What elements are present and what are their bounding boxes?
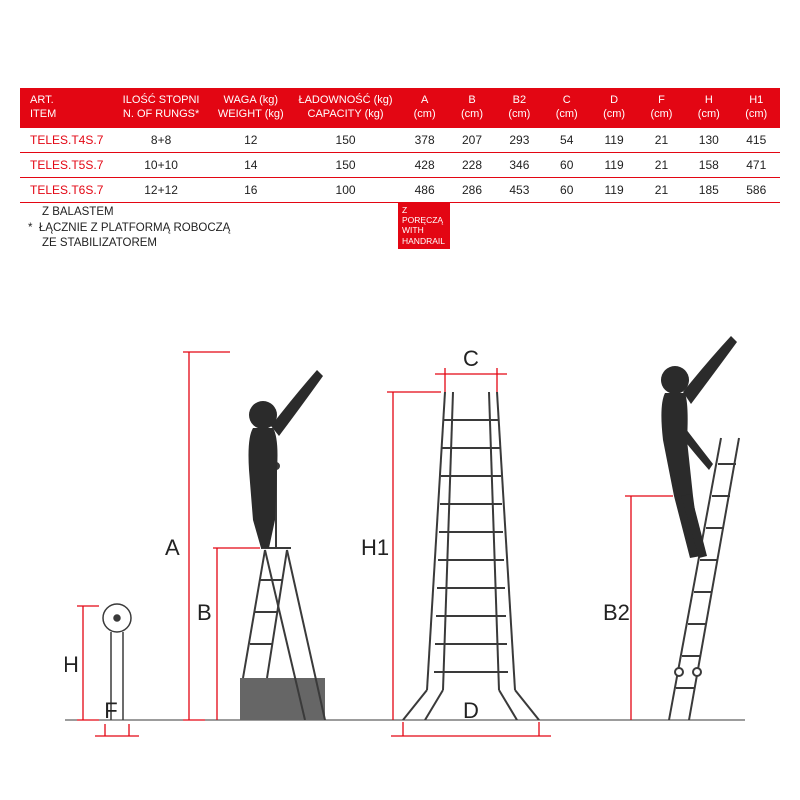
cell-cap: 150 [290, 128, 401, 153]
cell-H: 185 [685, 177, 732, 202]
cell-A: 428 [401, 152, 448, 177]
dimension-diagram: H F A [65, 320, 745, 740]
handrail-badge: Z PORĘCZĄ WITH HANDRAIL [398, 202, 450, 249]
cell-cap: 150 [290, 152, 401, 177]
label-B2: B2 [603, 600, 630, 625]
cell-wt: 16 [211, 177, 290, 202]
col-header: B(cm) [448, 88, 495, 128]
table-row: TELES.T4S.78+812150378207293541192113041… [20, 128, 780, 153]
footnote-1: Z BALASTEM [28, 205, 230, 221]
cell-item: TELES.T4S.7 [20, 128, 111, 153]
person-2-icon [661, 336, 737, 558]
cell-B: 207 [448, 128, 495, 153]
cell-C: 60 [543, 152, 590, 177]
diagram-svg: H F A [65, 320, 745, 740]
label-B: B [197, 600, 212, 625]
cell-D: 119 [590, 177, 637, 202]
cell-B: 286 [448, 177, 495, 202]
person-1-icon [249, 370, 324, 548]
cell-F: 21 [638, 128, 685, 153]
cell-A: 486 [401, 177, 448, 202]
cell-B2: 293 [496, 128, 543, 153]
spec-table: ART.ITEMILOŚĆ STOPNIN. OF RUNGS*WAGA (kg… [20, 88, 780, 203]
cell-item: TELES.T5S.7 [20, 152, 111, 177]
label-D: D [463, 698, 479, 723]
footnote-2: * ŁĄCZNIE Z PLATFORMĄ ROBOCZĄ [28, 221, 230, 237]
col-header: H(cm) [685, 88, 732, 128]
col-header: A(cm) [401, 88, 448, 128]
col-header: WAGA (kg)WEIGHT (kg) [211, 88, 290, 128]
footnotes: Z BALASTEM * ŁĄCZNIE Z PLATFORMĄ ROBOCZĄ… [28, 205, 230, 252]
col-header: ART.ITEM [20, 88, 111, 128]
cell-C: 60 [543, 177, 590, 202]
col-header: ŁADOWNOŚĆ (kg)CAPACITY (kg) [290, 88, 401, 128]
col-header: B2(cm) [496, 88, 543, 128]
label-A: A [165, 535, 180, 560]
col-header: C(cm) [543, 88, 590, 128]
cell-rungs: 8+8 [111, 128, 212, 153]
footnote-3: ZE STABILIZATOREM [28, 236, 230, 252]
col-header: D(cm) [590, 88, 637, 128]
table-row: TELES.T6S.712+12161004862864536011921185… [20, 177, 780, 202]
label-F: F [104, 698, 117, 723]
col-header: H1(cm) [732, 88, 780, 128]
cell-item: TELES.T6S.7 [20, 177, 111, 202]
cell-D: 119 [590, 128, 637, 153]
cell-wt: 12 [211, 128, 290, 153]
cell-H: 130 [685, 128, 732, 153]
cell-D: 119 [590, 152, 637, 177]
ext-ladder-icon [403, 392, 539, 720]
col-header: F(cm) [638, 88, 685, 128]
cell-B2: 346 [496, 152, 543, 177]
table-row: TELES.T5S.710+10141504282283466011921158… [20, 152, 780, 177]
cell-cap: 100 [290, 177, 401, 202]
col-header: ILOŚĆ STOPNIN. OF RUNGS* [111, 88, 212, 128]
cell-rungs: 10+10 [111, 152, 212, 177]
cell-H1: 471 [732, 152, 780, 177]
cell-B2: 453 [496, 177, 543, 202]
cell-H1: 415 [732, 128, 780, 153]
label-C: C [463, 346, 479, 371]
cell-rungs: 12+12 [111, 177, 212, 202]
table: ART.ITEMILOŚĆ STOPNIN. OF RUNGS*WAGA (kg… [20, 88, 780, 203]
cell-A: 378 [401, 128, 448, 153]
cell-F: 21 [638, 152, 685, 177]
cell-B: 228 [448, 152, 495, 177]
cell-H: 158 [685, 152, 732, 177]
label-H1: H1 [361, 535, 389, 560]
cell-F: 21 [638, 177, 685, 202]
cell-H1: 586 [732, 177, 780, 202]
cell-wt: 14 [211, 152, 290, 177]
cell-C: 54 [543, 128, 590, 153]
label-H: H [65, 652, 79, 677]
